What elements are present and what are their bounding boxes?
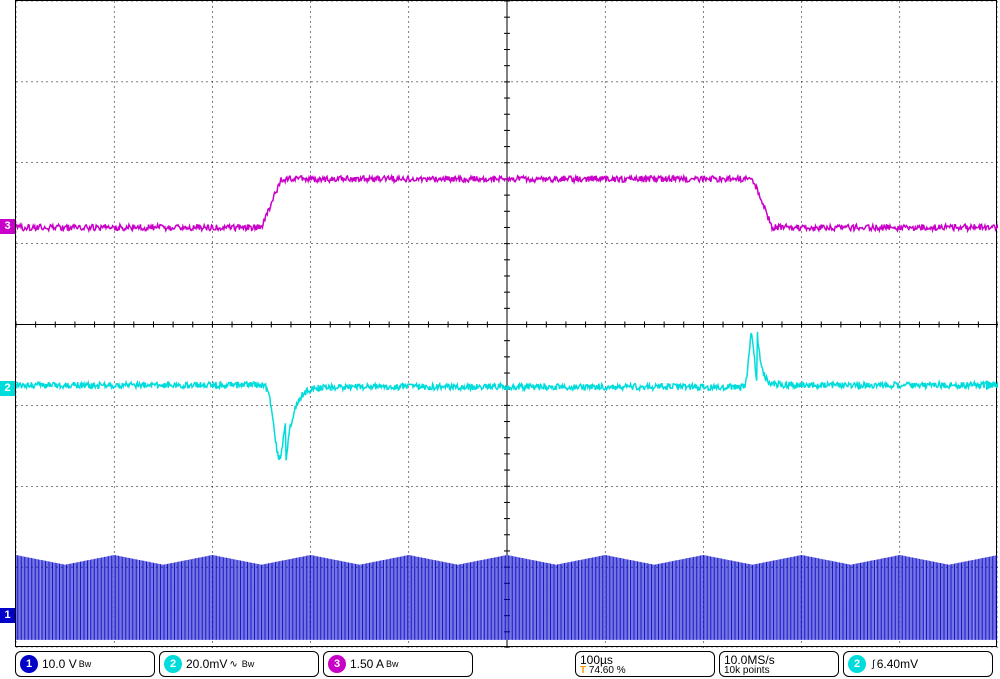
ch2-vdiv: 20.0mV: [186, 657, 227, 671]
acquisition-info[interactable]: 10.0MS/s 10k points: [719, 651, 839, 677]
trigger-pos-value: 74.60 %: [589, 665, 626, 676]
trigger-source-bubble: 2: [848, 655, 866, 673]
trigger-level: 6.40mV: [877, 657, 918, 671]
trigger-slope-icon: ∫: [872, 659, 875, 670]
ch2-info[interactable]: 2 20.0mV ∿ Bw: [159, 651, 319, 677]
ch1-zero-marker: 1: [0, 608, 15, 623]
trigger-pos-icon: T: [580, 665, 586, 676]
waveform-sw: [16, 555, 997, 640]
ch3-info[interactable]: 3 1.50 A Bw: [323, 651, 473, 677]
ch3-bubble: 3: [328, 655, 346, 673]
ch1-bubble: 1: [20, 655, 38, 673]
ch2-bw: Bw: [242, 659, 255, 669]
ch2-ac-icon: ∿: [229, 659, 237, 670]
trigger-info[interactable]: 2 ∫ 6.40mV: [843, 651, 993, 677]
timebase-info[interactable]: 100µs T 74.60 %: [575, 651, 715, 677]
ch2-bubble: 2: [164, 655, 182, 673]
graticule: [16, 1, 998, 648]
ch1-info[interactable]: 1 10.0 V Bw: [15, 651, 155, 677]
record-length: 10k points: [724, 666, 770, 676]
ch3-zero-marker: 3: [0, 219, 15, 234]
ch1-vdiv: 10.0 V: [42, 657, 77, 671]
trigger-level-marker: [986, 380, 996, 390]
ch2-zero-marker: 2: [0, 381, 15, 396]
ch3-vdiv: 1.50 A: [350, 657, 384, 671]
ch1-bw: Bw: [79, 659, 92, 669]
info-bar: 1 10.0 V Bw 2 20.0mV ∿ Bw 3 1.50 A Bw 10…: [15, 649, 997, 679]
scope-canvas: [16, 1, 998, 648]
ch3-bw: Bw: [386, 659, 399, 669]
oscilloscope-display: [15, 0, 997, 647]
